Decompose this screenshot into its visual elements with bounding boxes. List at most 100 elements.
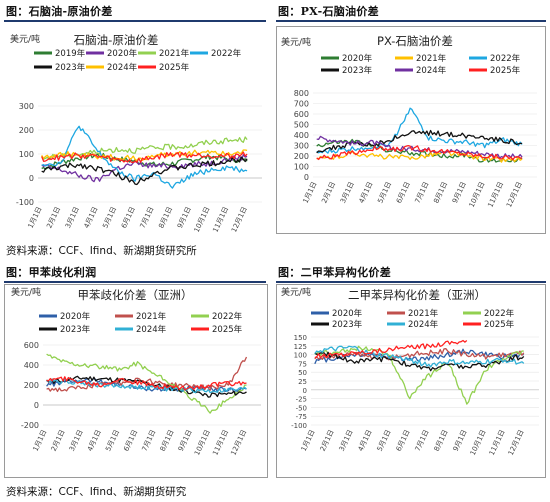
series-line-2022年 (41, 125, 248, 189)
legend-label: 2021年 (136, 311, 167, 322)
legend-label: 2024年 (107, 62, 138, 73)
chart-svg: 美元/吨 二甲苯异构化价差（亚洲）-100-75-50-2502550751001… (281, 286, 539, 457)
figure-title-xylene-isomerization: 图：二甲苯异构化价差 (278, 266, 391, 279)
legend-label: 2022年 (490, 53, 521, 64)
x-tick-label: 11月1日 (486, 180, 505, 208)
x-tick-label: 7月1日 (414, 180, 431, 204)
y-tick-label: 100 (294, 352, 307, 360)
legend-label: 2020年 (107, 48, 138, 59)
x-tick-label: 12月1日 (507, 428, 526, 456)
y-tick-label: 75 (298, 360, 307, 368)
x-tick-label: 2月1日 (50, 428, 67, 452)
chart-panel-toluene: 美元/吨 甲苯歧化价差（亚洲） -200 0 200 400 600 1月1日 2月1日 3月1日… (4, 284, 268, 478)
x-tick-label: 9月1日 (177, 428, 194, 452)
x-tick-label: 1月1日 (302, 180, 319, 204)
y-tick-label: 200 (294, 152, 309, 161)
legend-label: 2025年 (159, 62, 190, 73)
x-tick-label: 6月1日 (122, 428, 139, 452)
series-line-2025年 (46, 376, 247, 391)
y-tick-label: 0 (304, 173, 309, 182)
x-tick-label: 10月1日 (468, 180, 487, 208)
series-line-2022年 (314, 345, 524, 405)
x-tick-label: 7月1日 (141, 428, 158, 452)
y-tick-label: 600 (24, 341, 39, 350)
legend-label: 2022年 (484, 308, 515, 319)
x-tick-label: 4月1日 (357, 428, 374, 452)
series-line-2025年 (316, 144, 523, 161)
y-tick-label: 0 (34, 401, 39, 410)
legend-label: 2022年 (211, 48, 242, 59)
series-line-2021年 (46, 356, 248, 393)
series-line-2024年 (316, 135, 523, 159)
chart-svg: 美元/吨 甲苯歧化价差（亚洲） -200 0 200 400 600 1月1日 2月1日 3月1日… (11, 286, 261, 457)
chart-title: 石脑油-原油价差 (74, 33, 159, 47)
x-tick-label: 3月1日 (64, 205, 81, 229)
x-tick-label: 4月1日 (358, 180, 375, 204)
x-tick-label: 4月1日 (86, 428, 103, 452)
series-line-2023年 (41, 156, 248, 186)
x-tick-label: 12月1日 (505, 180, 524, 208)
x-tick-label: 7月1日 (414, 428, 431, 452)
legend-label: 2025年 (490, 65, 521, 76)
x-tick-label: 10月1日 (193, 428, 212, 456)
legend-label: 2023年 (342, 65, 373, 76)
x-tick-label: 1月1日 (300, 428, 317, 452)
y-tick-label: 0 (303, 387, 307, 395)
legend-label: 2024年 (416, 65, 447, 76)
x-tick-label: 8月1日 (159, 428, 176, 452)
legend-label: 2021年 (159, 48, 190, 59)
y-tick-label: 200 (24, 381, 39, 390)
y-tick-label: 150 (294, 334, 307, 342)
legend-label: 2024年 (408, 319, 439, 330)
legend-label: 2020年 (342, 53, 373, 64)
x-tick-label: 7月1日 (139, 205, 156, 229)
y-tick-label: 400 (294, 131, 309, 140)
y-tick-label: -75 (296, 413, 307, 421)
y-tick-label: 400 (24, 361, 39, 370)
chart-title: 甲苯歧化价差（亚洲） (78, 288, 193, 302)
y-tick-label: -100 (291, 422, 307, 430)
legend-label: 2020年 (60, 311, 91, 322)
figure-title-toluene-disproportionation: 图：甲苯歧化利润 (6, 266, 97, 279)
x-tick-label: 1月1日 (27, 205, 44, 229)
source-note: 资料来源：CCF、Ifind、新湖期货研究 (6, 486, 187, 498)
x-tick-label: 5月1日 (101, 205, 118, 229)
series-line-2023年 (46, 375, 247, 398)
x-tick-label: 6月1日 (395, 428, 412, 452)
x-tick-label: 5月1日 (376, 428, 393, 452)
x-tick-label: 11月1日 (488, 428, 507, 456)
y-tick-label: -50 (296, 404, 307, 412)
y-tick-label: 200 (19, 126, 34, 135)
x-tick-label: 3月1日 (338, 428, 355, 452)
x-tick-label: 8月1日 (433, 428, 450, 452)
y-axis-unit: 美元/吨 (281, 286, 311, 298)
y-tick-label: 25 (298, 378, 307, 386)
y-tick-label: 100 (294, 163, 309, 172)
figure-title-px-naphtha: 图：PX-石脑油价差 (278, 5, 379, 18)
x-tick-label: 6月1日 (395, 180, 412, 204)
legend-label: 2022年 (212, 311, 243, 322)
title-underline (4, 281, 266, 283)
x-tick-label: 12月1日 (229, 428, 248, 456)
series-line-2025年 (314, 339, 468, 359)
y-tick-label: 50 (298, 369, 307, 377)
y-tick-label: -25 (296, 396, 307, 404)
legend-label: 2024年 (136, 324, 167, 335)
y-tick-label: 500 (294, 121, 309, 130)
y-tick-label: -200 (21, 421, 39, 430)
x-tick-label: 2月1日 (45, 205, 62, 229)
legend-label: 2019年 (55, 48, 86, 59)
x-tick-label: 11月1日 (211, 428, 230, 456)
y-tick-label: 100 (19, 150, 34, 159)
chart-panel-px-naphtha: 美元/吨 PX-石脑油价差 0 100 200 300 400 500 600 700 800 1月1… (276, 26, 546, 234)
x-tick-label: 2月1日 (320, 180, 337, 204)
x-tick-label: 6月1日 (120, 205, 137, 229)
y-tick-label: 125 (294, 343, 307, 351)
x-tick-label: 9月1日 (176, 205, 193, 229)
legend-label: 2020年 (332, 308, 363, 319)
title-underline (276, 20, 546, 22)
y-axis-unit: 美元/吨 (10, 33, 40, 45)
x-tick-label: 2月1日 (319, 428, 336, 452)
x-tick-label: 11月1日 (211, 205, 230, 232)
